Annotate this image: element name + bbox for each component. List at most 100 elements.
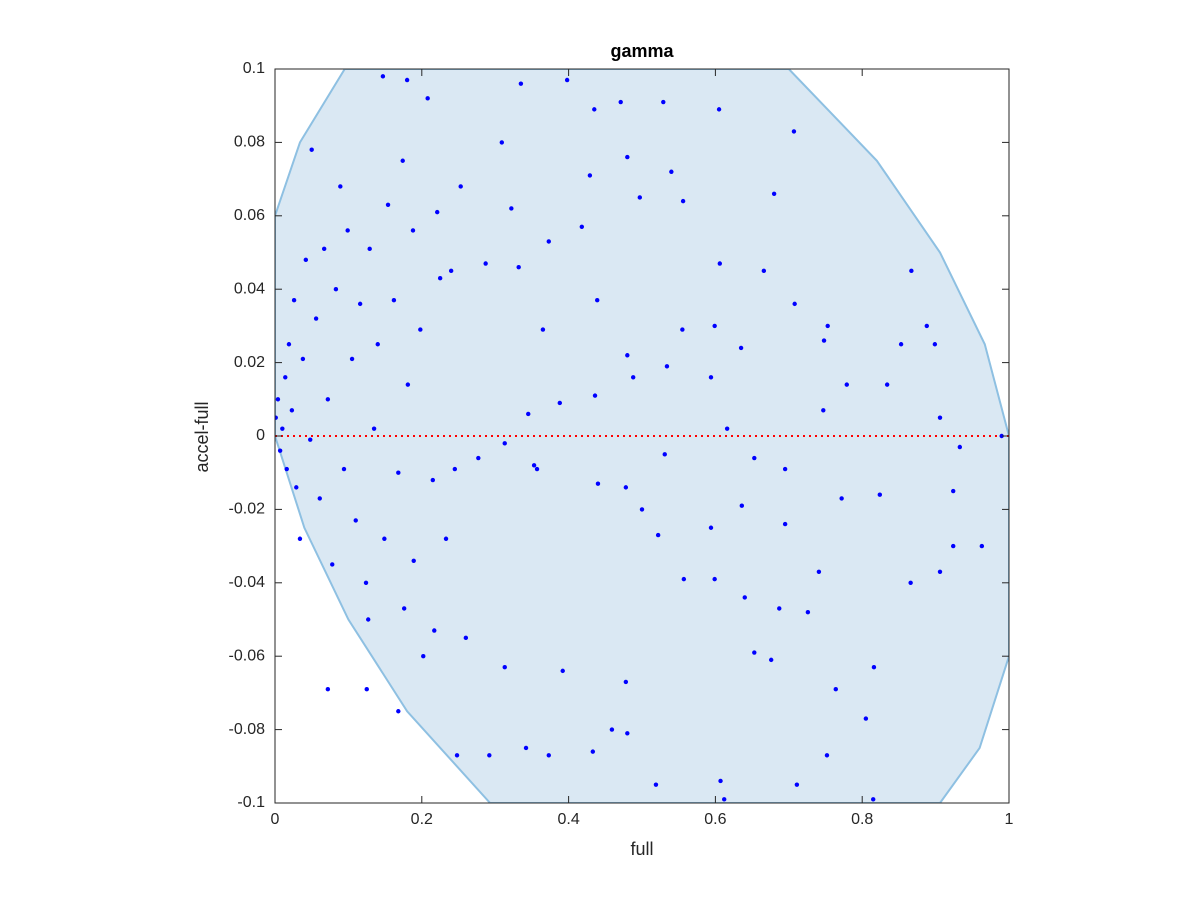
- point: [590, 749, 596, 754]
- point: [410, 228, 416, 233]
- point: [284, 466, 289, 472]
- point: [662, 452, 667, 457]
- point: [286, 342, 292, 347]
- point: [630, 375, 636, 380]
- point: [653, 782, 659, 787]
- point: [752, 650, 757, 655]
- point: [618, 99, 623, 105]
- point: [405, 382, 411, 387]
- point: [742, 595, 747, 600]
- point: [724, 426, 730, 431]
- point: [502, 441, 507, 446]
- point: [637, 195, 642, 200]
- x-tick-label: 0.2: [411, 811, 433, 828]
- point: [794, 782, 800, 787]
- point: [708, 375, 714, 380]
- point: [289, 408, 295, 413]
- point: [321, 246, 327, 252]
- point: [275, 415, 278, 420]
- point: [909, 268, 914, 274]
- point: [303, 257, 309, 263]
- point: [294, 485, 299, 490]
- point: [353, 518, 358, 523]
- point: [432, 628, 437, 633]
- point: [308, 437, 313, 442]
- point: [516, 264, 521, 270]
- point: [738, 345, 744, 351]
- point: [448, 268, 454, 274]
- point: [871, 665, 877, 670]
- point: [518, 81, 524, 86]
- point: [681, 576, 687, 582]
- point: [595, 481, 601, 486]
- ticks: 0 0.2 0.4 0.6 0.8 1 -0.1 -0.08 -0.06 -0.04 -0.02 0 0…: [229, 60, 1014, 828]
- point: [564, 77, 570, 83]
- point: [280, 426, 285, 431]
- point: [592, 107, 597, 112]
- point: [333, 287, 339, 292]
- point: [349, 356, 355, 362]
- y-tick-label: 0.02: [234, 354, 265, 371]
- point: [937, 569, 943, 574]
- point: [404, 77, 410, 83]
- point: [275, 397, 281, 402]
- y-tick-label: -0.1: [237, 794, 265, 811]
- point: [454, 753, 460, 758]
- point: [396, 709, 401, 714]
- point: [509, 206, 514, 211]
- point: [625, 154, 630, 160]
- point: [313, 316, 319, 321]
- point: [443, 536, 449, 541]
- point: [752, 455, 757, 461]
- point: [951, 543, 956, 549]
- y-tick-label: 0: [256, 427, 265, 444]
- point: [623, 485, 629, 490]
- point: [712, 323, 717, 329]
- point: [483, 261, 488, 266]
- point: [502, 665, 507, 670]
- point: [782, 521, 788, 527]
- point: [782, 466, 788, 472]
- point: [371, 426, 377, 431]
- point: [579, 224, 585, 230]
- point: [523, 745, 529, 751]
- point: [345, 228, 350, 233]
- point: [712, 576, 717, 582]
- y-tick-label: 0.08: [234, 134, 265, 151]
- point: [792, 301, 797, 307]
- point: [821, 338, 827, 343]
- point: [526, 411, 531, 417]
- point: [421, 654, 426, 659]
- x-tick-label: 0: [271, 811, 280, 828]
- point: [277, 448, 283, 453]
- point: [655, 532, 661, 538]
- y-tick-label: 0.1: [243, 60, 265, 77]
- point: [717, 261, 723, 266]
- point: [338, 184, 343, 189]
- point: [364, 687, 369, 692]
- point: [366, 617, 371, 622]
- point: [979, 543, 985, 549]
- point: [595, 298, 600, 303]
- point: [437, 275, 443, 281]
- point: [291, 298, 297, 303]
- point: [401, 606, 407, 611]
- point: [418, 327, 423, 332]
- point: [777, 606, 782, 611]
- point: [708, 525, 714, 530]
- point: [325, 397, 331, 402]
- point: [932, 342, 938, 347]
- point: [487, 753, 492, 758]
- point: [391, 298, 397, 303]
- point: [385, 202, 391, 207]
- point: [768, 657, 774, 663]
- point: [639, 507, 645, 512]
- point: [557, 400, 562, 406]
- point: [380, 74, 386, 79]
- point: [531, 463, 537, 468]
- point: [458, 184, 463, 189]
- point: [546, 239, 551, 244]
- point: [664, 364, 670, 369]
- point: [718, 778, 723, 784]
